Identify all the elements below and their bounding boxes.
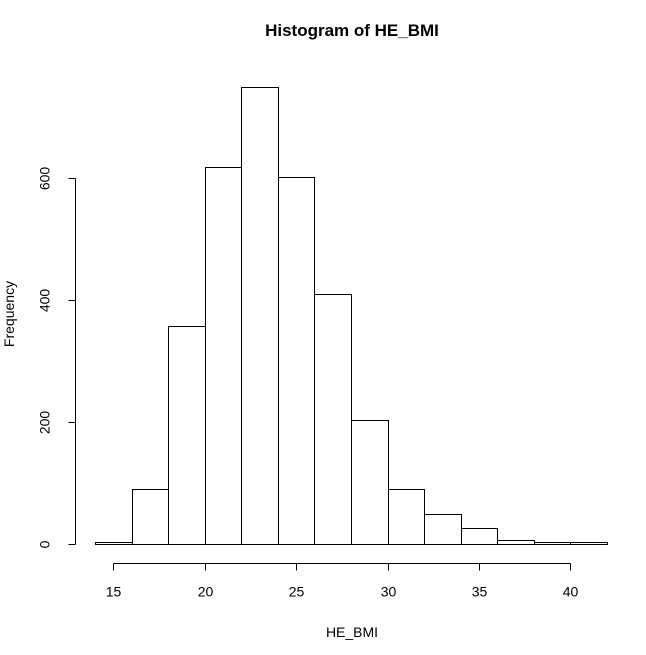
x-tick-label: 25 xyxy=(289,584,305,600)
y-tick-label: 400 xyxy=(37,289,53,313)
histogram-bar xyxy=(388,489,425,545)
histogram-bar xyxy=(424,514,462,545)
bars-group xyxy=(95,87,608,545)
histogram-bar xyxy=(461,528,498,545)
y-axis: 0 200 400 600 xyxy=(37,167,76,548)
x-tick-label: 30 xyxy=(381,584,397,600)
histogram-bar xyxy=(351,420,389,545)
x-axis-label: HE_BMI xyxy=(326,624,378,640)
histogram-bar xyxy=(278,177,315,545)
x-tick-label: 15 xyxy=(106,584,122,600)
histogram-bar xyxy=(241,87,279,545)
histogram-bar xyxy=(132,489,169,545)
histogram-bar xyxy=(497,540,535,545)
histogram-bar xyxy=(168,326,206,545)
x-tick-label: 20 xyxy=(198,584,214,600)
y-axis-label: Frequency xyxy=(1,281,17,347)
y-tick-label: 600 xyxy=(37,167,53,191)
histogram-bar xyxy=(205,167,242,545)
histogram-bar xyxy=(570,542,608,545)
x-tick-label: 40 xyxy=(563,584,579,600)
y-tick-label: 200 xyxy=(37,411,53,435)
y-tick-label: 0 xyxy=(37,540,53,548)
x-axis: 15 20 25 30 35 40 xyxy=(106,563,579,600)
histogram-bar xyxy=(95,542,133,545)
histogram-bar xyxy=(534,542,571,545)
chart-title: Histogram of HE_BMI xyxy=(265,21,439,40)
x-tick-label: 35 xyxy=(472,584,488,600)
histogram-bar xyxy=(314,294,352,545)
